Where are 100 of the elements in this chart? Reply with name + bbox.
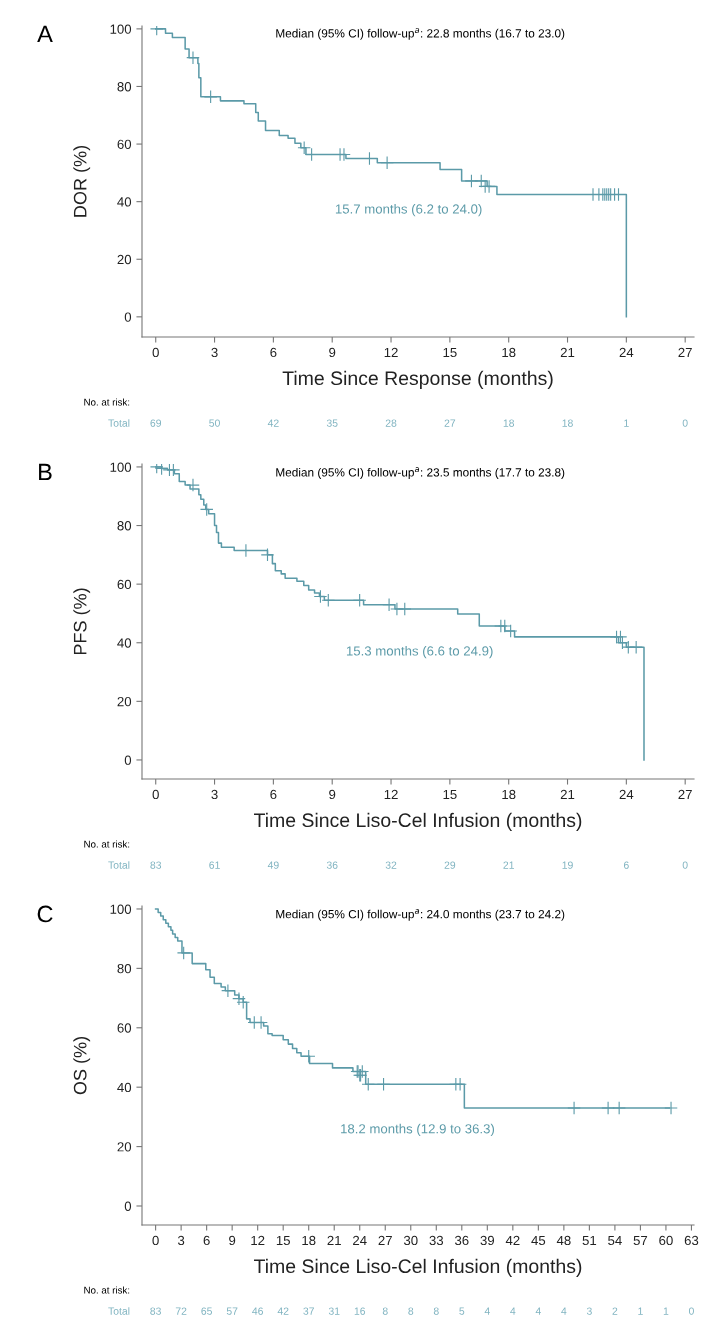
point	[453, 1077, 467, 1092]
point	[297, 141, 311, 155]
chart-title: A	[37, 25, 53, 43]
text: Total	[108, 1307, 130, 1315]
y-tick-label: 100	[110, 462, 132, 472]
point	[260, 548, 275, 562]
point	[301, 1049, 316, 1064]
x-tick-label: 27	[378, 1235, 392, 1245]
annotation: 15.3 months (6.6 to 24.9)	[346, 645, 493, 659]
x-tick-label: 51	[582, 1235, 597, 1246]
chart-subtitle: Median (95% CI) follow-up$^{a}$: 23.5 months (17.7 to 23.8)	[276, 467, 565, 479]
x-tick-label: 33	[429, 1235, 444, 1246]
text: 27	[444, 419, 456, 427]
x-tick-label: 24	[619, 347, 634, 357]
text: Total	[108, 861, 130, 869]
text: 57	[226, 1307, 238, 1315]
x-tick-label: 21	[560, 347, 575, 357]
text: 18	[503, 419, 515, 427]
y-tick-label: 0	[124, 1201, 132, 1211]
text: 50	[209, 419, 220, 427]
text: 19	[562, 861, 573, 869]
y-tick-label: 60	[117, 1023, 132, 1033]
text: 37	[303, 1307, 314, 1315]
y-tick-label: 40	[117, 1082, 132, 1093]
point	[221, 983, 235, 998]
annotation: 15.7 months (6.2 to 24.0)	[335, 203, 482, 217]
point	[567, 1101, 581, 1115]
point	[176, 946, 191, 960]
text: 4	[561, 1307, 567, 1315]
text: 42	[267, 419, 279, 427]
x-tick-label: 6	[203, 1235, 210, 1246]
text: 1	[663, 1307, 669, 1315]
y-tick-label: 40	[117, 638, 132, 648]
text: 72	[175, 1307, 187, 1315]
text: Total	[108, 419, 130, 427]
text: 8	[382, 1307, 388, 1315]
y-axis-title: OS (%)	[73, 1037, 91, 1095]
x-tick-label: 36	[454, 1235, 469, 1246]
text: No. at risk:	[84, 1286, 130, 1294]
point	[199, 502, 214, 517]
x-axis-title: Time Since Liso-Cel Infusion (months)	[254, 812, 582, 831]
text: 83	[150, 861, 162, 869]
point	[613, 630, 628, 644]
text: 4	[484, 1307, 490, 1315]
text: 32	[385, 861, 397, 869]
x-tick-label: 60	[659, 1235, 673, 1246]
x-tick-label: 0	[152, 347, 159, 358]
text: 83	[150, 1307, 161, 1315]
y-tick-label: 20	[117, 1142, 132, 1152]
text: 3	[586, 1307, 592, 1315]
x-tick-label: 12	[384, 347, 398, 357]
point	[236, 995, 251, 1010]
chart-subtitle: Median (95% CI) follow-up$^{a}$: 22.8 months (16.7 to 23.0)	[276, 28, 565, 40]
y-tick-label: 100	[110, 24, 132, 34]
text: 16	[354, 1307, 366, 1315]
text: 46	[252, 1307, 264, 1315]
x-tick-label: 18	[502, 789, 516, 800]
text: 4	[535, 1307, 541, 1315]
text: 35	[326, 419, 338, 427]
point	[601, 1101, 615, 1115]
y-tick-label: 0	[124, 755, 132, 765]
point	[629, 640, 643, 654]
point	[380, 155, 394, 170]
y-tick-label: 40	[117, 197, 132, 207]
x-tick-label: 6	[270, 347, 277, 358]
y-axis-title: PFS (%)	[73, 588, 91, 655]
text: 69	[150, 419, 162, 427]
x-tick-label: 15	[443, 789, 457, 800]
y-axis-title: DOR (%)	[73, 146, 91, 217]
point	[186, 50, 200, 65]
x-tick-label: 54	[608, 1235, 622, 1246]
x-tick-label: 6	[270, 789, 277, 800]
x-tick-label: 21	[560, 789, 575, 799]
x-tick-label: 9	[229, 1235, 236, 1246]
x-tick-label: 0	[152, 1235, 159, 1246]
x-tick-label: 15	[276, 1235, 290, 1246]
text: 5	[459, 1307, 465, 1315]
text: 28	[385, 419, 397, 427]
x-tick-label: 30	[403, 1235, 418, 1246]
x-tick-label: 18	[502, 347, 516, 358]
x-tick-label: 3	[211, 347, 218, 358]
x-tick-label: 9	[329, 789, 336, 800]
point	[232, 991, 246, 1006]
point	[382, 597, 396, 612]
text: No. at risk:	[84, 398, 130, 406]
point	[482, 179, 496, 194]
text: 49	[267, 861, 279, 869]
text: No. at risk:	[84, 840, 130, 848]
x-tick-label: 27	[678, 789, 692, 799]
x-tick-label: 3	[177, 1235, 185, 1246]
y-tick-label: 60	[117, 579, 132, 590]
point	[612, 1101, 626, 1115]
point	[497, 619, 512, 633]
x-tick-label: 0	[152, 789, 159, 800]
x-tick-label: 12	[251, 1235, 265, 1245]
point	[615, 635, 630, 650]
text: 31	[328, 1307, 340, 1315]
x-tick-label: 21	[327, 1235, 341, 1245]
text: 0	[688, 1307, 694, 1315]
chart-title: B	[39, 463, 52, 481]
